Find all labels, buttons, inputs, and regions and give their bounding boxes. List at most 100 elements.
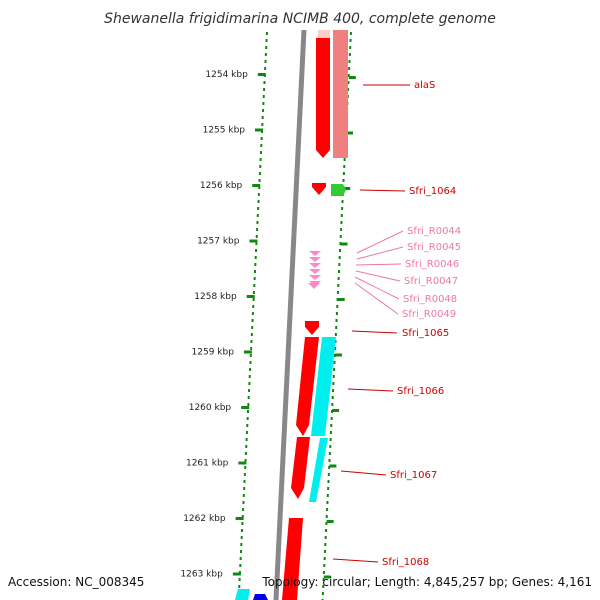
inner-ring-dot	[257, 207, 260, 210]
outer-ring-dot	[334, 347, 337, 350]
outer-ring-dot	[326, 501, 329, 504]
inner-ring-dot	[265, 46, 268, 49]
outer-ring-dot	[332, 375, 335, 378]
map-title: Shewanella frigidimarina NCIMB 400, comp…	[104, 11, 496, 27]
inner-ring-dot	[250, 340, 253, 343]
inner-ring-dot	[257, 200, 260, 203]
inner-ring-dot	[240, 543, 243, 546]
gene-label: Sfri_1068	[382, 557, 429, 568]
outer-ring-dot	[331, 410, 333, 413]
rrna-gene	[309, 275, 321, 280]
gene-label: Sfri_R0045	[407, 242, 461, 253]
gene-label: Sfri_1067	[390, 470, 437, 481]
gene-label: Sfri_1064	[409, 186, 456, 197]
outer-ring-dot	[342, 179, 345, 182]
major-tick	[241, 406, 250, 409]
inner-ring-dot	[261, 116, 264, 119]
gene-label: Sfri_R0049	[402, 309, 456, 320]
inner-ring-dot	[245, 438, 248, 441]
outer-ring-dot	[329, 431, 332, 434]
outer-ring-dot	[333, 361, 336, 364]
outer-ring-dot	[338, 270, 340, 273]
gene-leader-line	[354, 276, 400, 300]
inner-ring-dot	[256, 228, 259, 231]
bottom-cyan-feature	[235, 589, 250, 600]
inner-ring-dot	[259, 165, 262, 168]
inner-ring-dot	[252, 305, 255, 308]
inner-ring-dot	[264, 60, 267, 63]
inner-ring-dot	[265, 39, 268, 42]
outer-ring-dot	[335, 312, 338, 315]
major-tick	[252, 184, 261, 187]
outer-ring-dot	[330, 417, 333, 420]
inner-ring-dot	[245, 445, 248, 448]
gene-label: Sfri_R0047	[404, 276, 458, 287]
inner-ring-dot	[250, 333, 253, 336]
inner-ring-dot	[249, 368, 252, 371]
outer-ring-dot	[328, 452, 331, 455]
inner-ring-dot	[246, 424, 249, 427]
inner-ring-dot	[240, 536, 243, 539]
alaS-light-feature	[333, 30, 348, 158]
inner-ring-dot	[251, 326, 254, 329]
outer-major-tick	[346, 131, 354, 135]
outer-ring-dot	[339, 235, 342, 238]
inner-ring-dot	[261, 123, 264, 126]
inner-ring-dot	[263, 81, 266, 84]
inner-ring-dot	[243, 473, 246, 476]
outer-ring-dot	[349, 39, 352, 42]
outer-major-tick	[323, 575, 331, 579]
outer-ring-dot	[329, 445, 332, 448]
gene-leader-line	[340, 470, 387, 476]
outer-ring-dot	[325, 515, 328, 518]
inner-ring-dot	[255, 242, 258, 245]
inner-ring-dot	[248, 389, 251, 392]
inner-ring-dot	[248, 375, 251, 378]
inner-ring-dot	[239, 557, 242, 560]
major-tick	[257, 73, 266, 76]
inner-ring-dot	[241, 529, 244, 532]
rrna-gene	[309, 251, 321, 256]
ruler-labels: 1254 kbp 1255 kbp 1256 kbp 1257 kbp 1258 kbp…	[180, 70, 248, 580]
inner-ring-dot	[258, 172, 261, 175]
outer-major-tick	[334, 353, 342, 357]
outer-ring-dot	[349, 46, 352, 49]
outer-ring-dot	[340, 228, 343, 231]
outer-ring-dot	[323, 557, 326, 560]
inner-ring-dot	[247, 396, 250, 399]
alaS-gene	[316, 38, 330, 158]
inner-ring-dot	[260, 144, 263, 147]
outer-ring-dot	[340, 214, 343, 217]
outer-ring-dot	[328, 459, 331, 462]
outer-ring-dot	[332, 382, 335, 385]
inner-ring-dot	[260, 137, 263, 140]
outer-ring-dot	[326, 494, 329, 497]
outer-ring-dot	[348, 67, 351, 70]
outer-ring-dot	[349, 32, 352, 35]
major-tick	[249, 239, 258, 243]
outer-ring-dot	[341, 207, 344, 210]
outer-ring-dot	[329, 438, 332, 441]
outer-ring-dot	[322, 571, 325, 574]
inner-ring-dot	[259, 158, 262, 161]
outer-ring-dot	[333, 368, 336, 371]
bottom-blue-feature	[253, 594, 268, 600]
gene-label: Sfri_R0046	[405, 259, 459, 270]
inner-ring-dot	[238, 585, 241, 588]
accession-text: Accession: NC_008345	[8, 575, 144, 589]
gene-leader-line	[355, 270, 401, 282]
outer-ring-dot	[336, 298, 339, 301]
outer-major-tick	[332, 409, 340, 412]
outer-major-tick	[329, 464, 337, 468]
inner-ring-dot	[264, 53, 267, 56]
outer-ring-dot	[332, 389, 335, 392]
outer-ring-dot	[348, 60, 351, 63]
sfri-1064-green-feature	[331, 184, 346, 196]
gene-labels-layer: alaS Sfri_1064 Sfri_R0044 Sfri_R0045 Sfri_R0…	[332, 80, 461, 568]
major-tick	[238, 461, 247, 465]
gene-leader-line	[356, 230, 404, 254]
gene-leader-line	[359, 189, 406, 192]
ruler-label: 1256 kbp	[200, 181, 243, 191]
outer-ring-dot	[336, 291, 339, 294]
